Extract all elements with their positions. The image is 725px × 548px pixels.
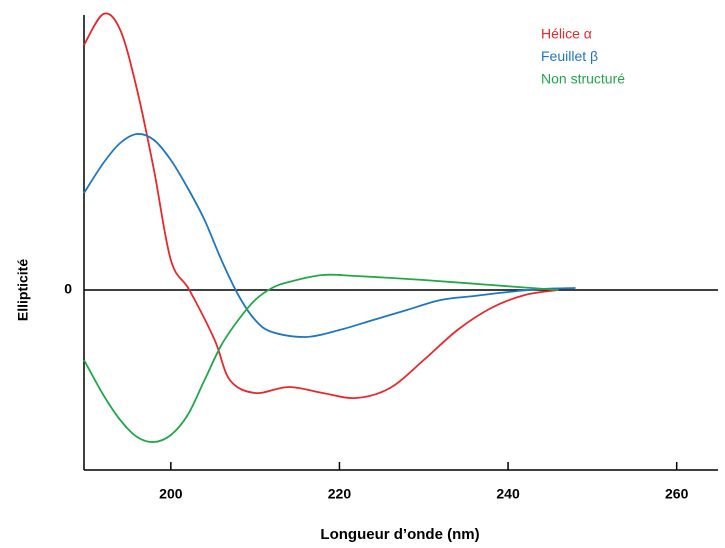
x-tick-label: 260 — [665, 486, 689, 502]
x-tick-label: 220 — [328, 486, 352, 502]
legend-entry: Non structuré — [541, 71, 625, 87]
y-axis-label: Ellipticité — [15, 259, 31, 321]
x-tick-label: 200 — [159, 486, 183, 502]
line — [83, 133, 576, 338]
line — [83, 12, 559, 399]
y-tick-label: 0 — [64, 281, 72, 297]
x-tick-label: 240 — [496, 486, 520, 502]
x-axis-label: Longueur d’onde (nm) — [320, 526, 479, 543]
legend-entry: Feuillet β — [541, 48, 598, 64]
line — [83, 273, 559, 443]
legend-entry: Hélice α — [541, 26, 592, 42]
